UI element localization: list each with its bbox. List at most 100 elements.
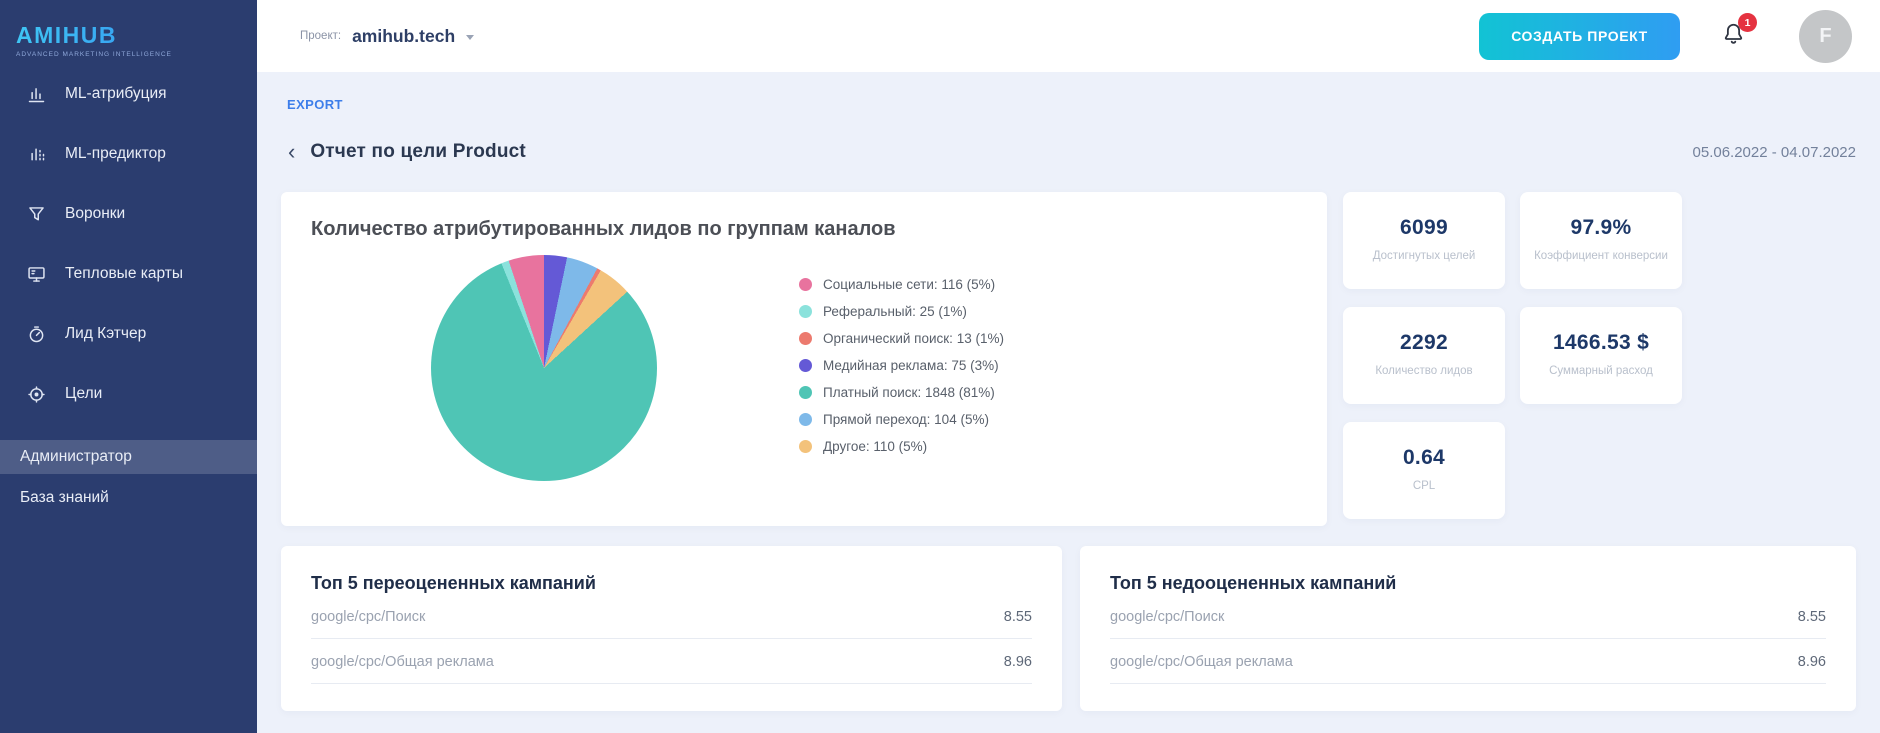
legend-item[interactable]: Органический поиск: 13 (1%) [799, 331, 1004, 346]
stat-label: CPL [1412, 480, 1436, 493]
stat-value: 2292 [1400, 331, 1448, 355]
legend-label: Прямой переход: 104 (5%) [823, 412, 989, 427]
stat-card: 97.9% Коэффициент конверсии [1520, 192, 1682, 289]
stat-value: 0.64 [1402, 446, 1446, 470]
legend-item[interactable]: Социальные сети: 116 (5%) [799, 277, 1004, 292]
stat-value: 1466.53 $ [1552, 331, 1650, 355]
stat-value: 97.9% [1570, 216, 1632, 240]
date-range: 05.06.2022 - 04.07.2022 [1692, 143, 1856, 161]
stopwatch-icon [26, 324, 47, 345]
stat-card: 0.64 CPL [1343, 422, 1505, 519]
campaign-name: google/cpc/Поиск [1110, 609, 1225, 625]
sidebar-item-База знаний[interactable]: База знаний [20, 489, 109, 506]
legend-item[interactable]: Реферальный: 25 (1%) [799, 304, 1004, 319]
sidebar-item-label: Тепловые карты [65, 265, 184, 282]
report-row: Количество атрибутированных лидов по гру… [281, 192, 1856, 526]
campaign-name: google/cpc/Поиск [311, 609, 426, 625]
project-name: amihub.tech [352, 25, 456, 46]
chevron-down-icon [466, 34, 475, 40]
table-row: google/cpc/Общая реклама 8.96 [311, 639, 1032, 684]
page-title: Отчет по цели Product [310, 141, 526, 162]
sidebar-item-label: ML-атрибуция [65, 85, 167, 102]
sidebar-item-Воронки[interactable]: Воронки [0, 184, 257, 244]
stat-label: Количество лидов [1375, 365, 1473, 378]
legend-item[interactable]: Медийная реклама: 75 (3%) [799, 358, 1004, 373]
avatar[interactable]: F [1799, 9, 1852, 63]
stat-label: Коэффициент конверсии [1534, 250, 1668, 263]
legend-label: Реферальный: 25 (1%) [823, 304, 967, 319]
notification-badge: 1 [1738, 13, 1757, 32]
main-area: Проект: amihub.tech СОЗДАТЬ ПРОЕКТ 1 F E… [257, 0, 1880, 733]
back-chevron-icon[interactable]: ‹ [288, 139, 296, 164]
sidebar-item-ML-атрибуция[interactable]: ML-атрибуция [0, 64, 257, 124]
campaign-name: google/cpc/Общая реклама [1110, 654, 1293, 670]
top-bar: Проект: amihub.tech СОЗДАТЬ ПРОЕКТ 1 F [257, 0, 1880, 72]
sidebar-item-Тепловые карты[interactable]: Тепловые карты [0, 244, 257, 304]
stat-card: 1466.53 $ Суммарный расход [1520, 307, 1682, 404]
funnel-icon [26, 204, 47, 225]
legend-dot-icon [799, 278, 812, 291]
stat-value: 6099 [1400, 216, 1448, 240]
legend-dot-icon [799, 413, 812, 426]
legend-dot-icon [799, 386, 812, 399]
campaign-name: google/cpc/Общая реклама [311, 654, 494, 670]
sidebar-item-label: Цели [65, 385, 103, 402]
sidebar-item-Администратор[interactable]: Администратор [0, 440, 257, 474]
create-project-button[interactable]: СОЗДАТЬ ПРОЕКТ [1479, 12, 1680, 60]
campaign-value: 8.55 [1003, 609, 1032, 625]
legend-label: Медийная реклама: 75 (3%) [823, 358, 999, 373]
campaign-cards-row: Топ 5 переоцененных кампаний google/cpc/П… [281, 546, 1856, 711]
legend-item[interactable]: Прямой переход: 104 (5%) [799, 412, 1004, 427]
table-row: google/cpc/Общая реклама 8.96 [1110, 639, 1826, 684]
pie-chart[interactable] [431, 255, 657, 481]
table-row: google/cpc/Поиск 8.55 [1110, 594, 1826, 639]
target-icon [26, 384, 47, 405]
stats-grid: 6099 Достигнутых целей 97.9% Коэффициент ко… [1343, 192, 1682, 526]
title-row: ‹ Отчет по цели Product 05.06.2022 - 04.… [281, 141, 1856, 163]
campaign-card: Топ 5 переоцененных кампаний google/cpc/П… [281, 546, 1062, 711]
top-bar-right: СОЗДАТЬ ПРОЕКТ 1 F [1479, 9, 1852, 63]
legend-item[interactable]: Другое: 110 (5%) [799, 439, 1004, 454]
legend-dot-icon [799, 359, 812, 372]
stat-label: Достигнутых целей [1372, 250, 1476, 263]
stat-label: Суммарный расход [1549, 365, 1653, 378]
sidebar-item-label: ML-предиктор [65, 145, 166, 162]
bar-chart-icon [26, 84, 47, 105]
monitor-icon [26, 264, 47, 285]
chart-body: Социальные сети: 116 (5%) Реферальный: 25… [311, 241, 1297, 481]
sidebar-secondary: Администратор База знаний [0, 440, 257, 515]
stat-card: 6099 Достигнутых целей [1343, 192, 1505, 289]
export-link[interactable]: EXPORT [287, 97, 343, 112]
sidebar-menu: ML-атрибуция ML-предиктор Воронки Тепловые … [0, 64, 257, 424]
leads-chart-card: Количество атрибутированных лидов по гру… [281, 192, 1327, 526]
table-row: google/cpc/Поиск 8.55 [311, 594, 1032, 639]
app-logo[interactable]: AMIHUB ADVANCED MARKETING INTELLIGENCE [0, 0, 257, 58]
content: EXPORT ‹ Отчет по цели Product 05.06.202… [257, 72, 1880, 711]
sidebar-item-Лид Кэтчер[interactable]: Лид Кэтчер [0, 304, 257, 364]
legend-item[interactable]: Платный поиск: 1848 (81%) [799, 385, 1004, 400]
legend-label: Платный поиск: 1848 (81%) [823, 385, 995, 400]
campaign-value: 8.96 [1003, 654, 1032, 670]
legend-dot-icon [799, 440, 812, 453]
campaign-card: Топ 5 недооцененных кампаний google/cpc/П… [1080, 546, 1856, 711]
legend-label: Органический поиск: 13 (1%) [823, 331, 1004, 346]
sidebar-item-label: Воронки [65, 205, 126, 222]
logo-subtitle: ADVANCED MARKETING INTELLIGENCE [16, 51, 172, 58]
notifications-button[interactable]: 1 [1720, 13, 1757, 52]
logo-title: AMIHUB [16, 22, 257, 49]
sidebar-item-label: Лид Кэтчер [65, 325, 147, 342]
sidebar-item-ML-предиктор[interactable]: ML-предиктор [0, 124, 257, 184]
campaign-value: 8.55 [1797, 609, 1826, 625]
avatar-letter: F [1819, 24, 1832, 47]
pie-legend: Социальные сети: 116 (5%) Реферальный: 25… [799, 277, 1004, 481]
stat-card: 2292 Количество лидов [1343, 307, 1505, 404]
legend-dot-icon [799, 332, 812, 345]
campaign-card-title: Топ 5 переоцененных кампаний [311, 573, 596, 593]
campaign-value: 8.96 [1797, 654, 1826, 670]
legend-dot-icon [799, 305, 812, 318]
project-selector[interactable]: Проект: amihub.tech [300, 25, 475, 47]
sidebar: AMIHUB ADVANCED MARKETING INTELLIGENCE M… [0, 0, 257, 733]
bell-icon [1720, 23, 1747, 51]
legend-label: Другое: 110 (5%) [823, 439, 928, 454]
sidebar-item-Цели[interactable]: Цели [0, 364, 257, 424]
